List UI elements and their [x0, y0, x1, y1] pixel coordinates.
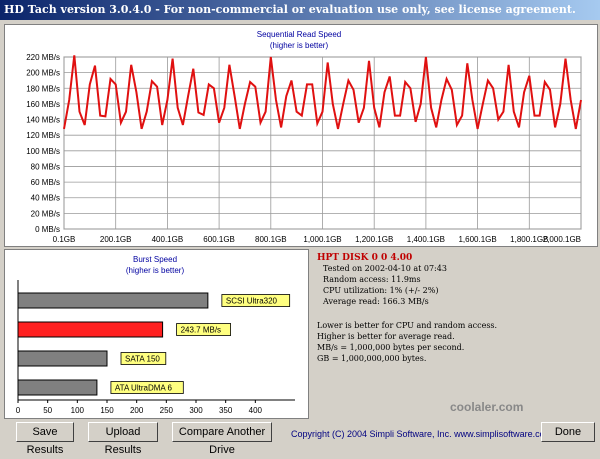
burst-label-box	[176, 323, 231, 336]
read-x-tick-label: 1,600.1GB	[458, 235, 496, 244]
burst-bar-label: 243.7 MB/s	[181, 326, 221, 335]
read-x-tick-label: 400.1GB	[152, 235, 184, 244]
note-cpu: Lower is better for CPU and random acces…	[317, 321, 498, 330]
window-title: HD Tach version 3.0.4.0 - For non-commer…	[0, 0, 600, 20]
burst-x-tick-label: 350	[219, 406, 233, 415]
read-y-tick-label: 200 MB/s	[26, 69, 60, 78]
burst-bar	[17, 292, 209, 309]
burst-bar-label: SCSI Ultra320	[226, 297, 278, 306]
read-y-tick-label: 0 MB/s	[35, 225, 60, 234]
compare-drive-button[interactable]: Compare Another Drive	[172, 422, 272, 456]
info-panel: HPT DISK 0 0 4.00 Tested on 2002-04-10 a…	[313, 250, 600, 410]
read-y-tick-label: 20 MB/s	[31, 209, 60, 218]
copyright-text: Copyright (C) 2004 Simpli Software, Inc.…	[291, 429, 553, 439]
tested-on: Tested on 2002-04-10 at 07:43	[323, 264, 447, 273]
burst-x-tick-label: 150	[100, 406, 114, 415]
read-x-tick-label: 0.1GB	[53, 235, 76, 244]
burst-label-box	[120, 352, 167, 365]
read-x-tick-label: 800.1GB	[255, 235, 287, 244]
read-x-tick-label: 1,400.1GB	[407, 235, 445, 244]
read-chart-title: Sequential Read Speed	[257, 30, 342, 39]
read-y-tick-label: 180 MB/s	[26, 84, 60, 93]
burst-x-tick-label: 100	[71, 406, 85, 415]
burst-chart-panel: Burst Speed (higher is better) SCSI Ultr…	[4, 249, 309, 419]
read-chart-panel: Sequential Read Speed (higher is better)…	[4, 24, 598, 247]
burst-x-tick-label: 0	[16, 406, 21, 415]
burst-x-tick-label: 400	[249, 406, 263, 415]
save-results-button[interactable]: Save Results	[16, 422, 74, 456]
burst-x-tick-label: 250	[160, 406, 174, 415]
read-chart: Sequential Read Speed (higher is better)…	[26, 30, 582, 244]
read-y-tick-label: 80 MB/s	[31, 162, 60, 171]
burst-x-tick-label: 200	[130, 406, 144, 415]
read-y-tick-label: 160 MB/s	[26, 100, 60, 109]
note-read: Higher is better for average read.	[317, 332, 455, 341]
average-read: Average read: 166.3 MB/s	[323, 297, 429, 306]
read-x-tick-label: 1,200.1GB	[355, 235, 393, 244]
read-y-tick-label: 100 MB/s	[26, 147, 60, 156]
read-y-tick-label: 60 MB/s	[31, 178, 60, 187]
burst-bar	[17, 321, 164, 338]
upload-results-button[interactable]: Upload Results	[88, 422, 158, 456]
done-button[interactable]: Done	[541, 422, 595, 442]
watermark: coolaler.com	[450, 400, 524, 414]
read-y-tick-label: 220 MB/s	[26, 53, 60, 62]
burst-bar	[17, 379, 98, 396]
read-x-tick-label: 200.1GB	[100, 235, 132, 244]
read-x-tick-label: 1,800.1GB	[510, 235, 548, 244]
random-access: Random access: 11.9ms	[323, 275, 421, 284]
note-mbs: MB/s = 1,000,000 bytes per second.	[317, 343, 465, 352]
note-gb: GB = 1,000,000,000 bytes.	[317, 354, 427, 363]
burst-bar-label: SATA 150	[125, 355, 160, 364]
burst-bar-label: ATA UltraDMA 6	[115, 384, 173, 393]
read-x-tick-label: 1,000.1GB	[303, 235, 341, 244]
read-y-tick-label: 40 MB/s	[31, 194, 60, 203]
cpu-utilization: CPU utilization: 1% (+/- 2%)	[323, 286, 439, 295]
burst-label-box	[221, 294, 291, 307]
burst-chart-subtitle: (higher is better)	[126, 266, 185, 275]
read-chart-subtitle: (higher is better)	[270, 41, 329, 50]
burst-label-box	[110, 381, 184, 394]
read-x-tick-label: 600.1GB	[203, 235, 235, 244]
burst-x-tick-label: 300	[189, 406, 203, 415]
read-x-tick-label: 2,000.1GB	[543, 235, 581, 244]
read-y-tick-label: 140 MB/s	[26, 116, 60, 125]
read-speed-line	[63, 55, 582, 130]
read-y-tick-label: 120 MB/s	[26, 131, 60, 140]
drive-name: HPT DISK 0 0 4.00	[317, 253, 413, 263]
burst-chart: Burst Speed (higher is better) SCSI Ultr…	[16, 255, 295, 415]
burst-chart-title: Burst Speed	[133, 255, 177, 264]
burst-bar	[17, 350, 108, 367]
burst-x-tick-label: 50	[43, 406, 52, 415]
